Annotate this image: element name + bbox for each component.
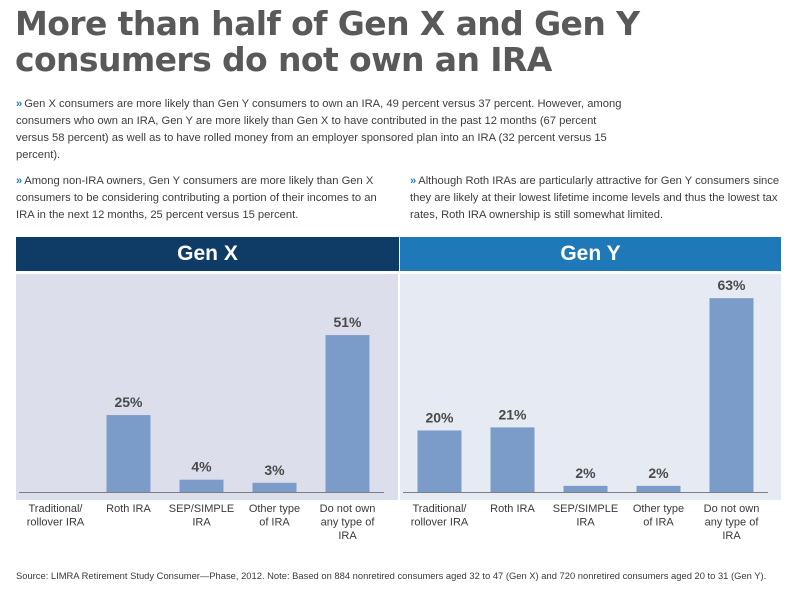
gen-y-bar-2 [490, 427, 535, 492]
gen-y-category-label-1: rollover IRA [411, 517, 469, 529]
gen-x-category-label-4: Other type [249, 503, 300, 515]
gen-x-category-label-5: any type of [321, 517, 376, 529]
gen-y-bar-1 [417, 430, 462, 492]
paragraph-roth-ira: » Although Roth IRAs are particularly att… [410, 173, 784, 224]
arrow-icon: » [410, 175, 417, 187]
gen-x-bar-4 [252, 482, 297, 492]
paragraph-text: Among non-IRA owners, Gen Y consumers ar… [16, 175, 377, 221]
paragraph-text: Although Roth IRAs are particularly attr… [410, 175, 780, 221]
gen-x-category-label-1: Traditional/ [28, 503, 83, 515]
gen-y-bar-4 [636, 485, 681, 492]
gen-x-category-label-3: IRA [192, 517, 211, 529]
gen-y-category-label-5: any type of [705, 517, 760, 529]
gen-y-category-label-3: IRA [576, 517, 595, 529]
gen-x-header: Gen X [16, 237, 399, 271]
gen-y-data-label-5: 63% [717, 277, 746, 293]
gen-x-category-label-3: SEP/SIMPLE [169, 503, 234, 515]
paragraph-non-ira-owners: » Among non-IRA owners, Gen Y consumers a… [16, 173, 388, 224]
gen-y-category-label-3: SEP/SIMPLE [553, 503, 618, 515]
gen-y-category-label-5: IRA [722, 530, 741, 542]
gen-y-bar-3 [563, 485, 608, 492]
gen-x-data-label-2: 25% [114, 394, 143, 410]
bar-charts: Traditional/rollover IRA 25% Roth IRA 4% SEP… [19, 277, 768, 542]
gen-x-bar-5 [325, 335, 370, 492]
gen-y-category-label-1: Traditional/ [412, 503, 467, 515]
page-title: More than half of Gen X and Gen Y consum… [15, 4, 640, 79]
gen-y-category-label-2: Roth IRA [490, 503, 535, 515]
gen-y-bar-5 [709, 298, 754, 492]
gen-y-category-label-5: Do not own [704, 503, 760, 515]
gen-y-data-label-2: 21% [498, 406, 527, 422]
gen-x-bar-2 [106, 415, 151, 492]
source-note: Source: LIMRA Retirement Study Consumer—… [16, 570, 767, 581]
gen-x-bar-3 [179, 479, 224, 492]
gen-y-category-label-4: of IRA [643, 517, 674, 529]
gen-y-data-label-4: 2% [648, 465, 669, 481]
gen-x-data-label-3: 4% [191, 459, 212, 475]
gen-x-data-label-5: 51% [333, 314, 362, 330]
gen-y-category-label-4: Other type [633, 503, 684, 515]
paragraph-gen-x-ira-ownership: » Gen X consumers are more likely than Ge… [16, 96, 626, 164]
gen-x-category-label-5: Do not own [320, 503, 376, 515]
arrow-icon: » [16, 98, 23, 110]
paragraph-text: Gen X consumers are more likely than Gen… [16, 98, 622, 161]
gen-x-category-label-5: IRA [338, 530, 357, 542]
arrow-icon: » [16, 175, 23, 187]
gen-x-category-label-4: of IRA [259, 517, 290, 529]
gen-x-category-label-1: rollover IRA [27, 517, 85, 529]
gen-x-category-label-2: Roth IRA [106, 503, 151, 515]
gen-y-header: Gen Y [400, 237, 781, 271]
gen-y-data-label-1: 20% [425, 409, 454, 425]
gen-y-data-label-3: 2% [575, 465, 596, 481]
gen-x-data-label-4: 3% [264, 462, 285, 478]
